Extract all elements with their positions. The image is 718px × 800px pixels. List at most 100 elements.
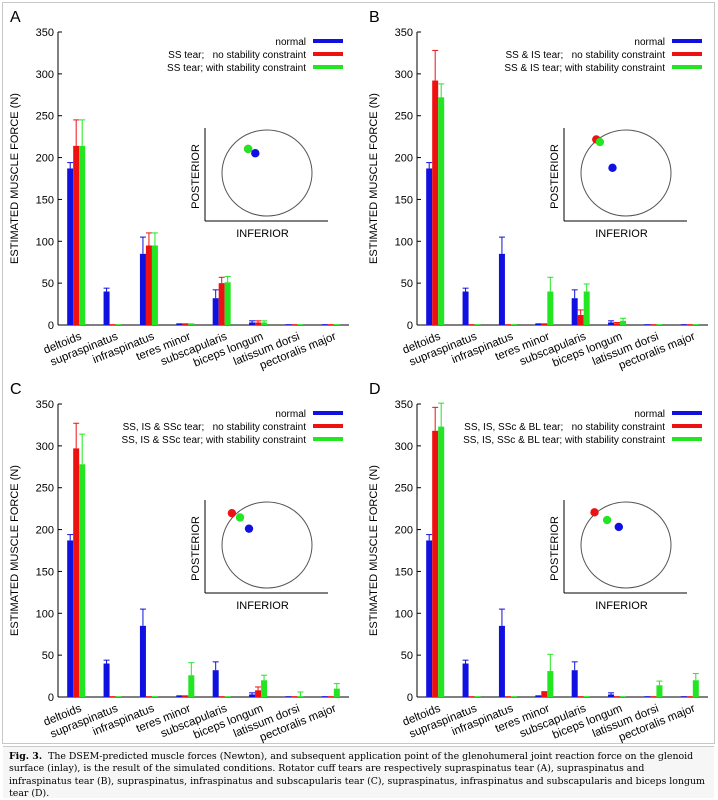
figure-border: [2, 2, 715, 744]
legend-label: normal: [634, 37, 665, 48]
bar-with-constraint: [151, 696, 158, 697]
y-tick-label: 200: [395, 153, 413, 165]
inset-x-label: INFERIOR: [595, 228, 648, 240]
reaction-point-no-constraint: [227, 508, 237, 518]
bar-with-constraint: [79, 464, 86, 697]
bar-with-constraint: [656, 685, 663, 697]
y-axis-label: ESTIMATED MUSCLE FORCE (N): [9, 93, 21, 264]
legend-label: SS, IS, SSc & BL tear; no stability cons…: [464, 422, 665, 433]
legend-label: SS & IS tear; no stability constraint: [505, 50, 665, 61]
bar-with-constraint: [297, 696, 304, 697]
bar-with-constraint: [333, 688, 340, 697]
bar-no-constraint: [291, 696, 298, 697]
bar-with-constraint: [151, 245, 158, 325]
y-tick-label: 150: [36, 566, 54, 578]
bar-no-constraint: [182, 695, 189, 697]
inset-y-label: POSTERIOR: [549, 144, 561, 209]
bar-no-constraint: [73, 448, 80, 697]
glenoid-outline: [580, 129, 672, 217]
legend-swatch: [313, 65, 343, 69]
legend-swatch: [672, 411, 702, 415]
reaction-point-with-constraint: [602, 515, 612, 525]
bar-normal: [285, 696, 292, 697]
bar-normal: [498, 625, 505, 697]
bar-no-constraint: [109, 696, 116, 697]
bar-with-constraint: [224, 282, 231, 325]
bar-with-constraint: [438, 426, 445, 697]
bar-normal: [139, 253, 146, 325]
inset-x-label: INFERIOR: [595, 600, 648, 612]
legend-label: SS, IS & SSc tear; with stability constr…: [121, 435, 306, 446]
bar-no-constraint: [504, 696, 511, 697]
bar-with-constraint: [297, 324, 304, 325]
bar-normal: [644, 324, 651, 325]
y-tick-label: 350: [395, 399, 413, 411]
y-axis-label: ESTIMATED MUSCLE FORCE (N): [368, 93, 380, 264]
figure-caption: Fig. 3. The DSEM-predicted muscle forces…: [3, 746, 714, 799]
bar-normal: [644, 696, 651, 697]
bar-no-constraint: [650, 696, 657, 697]
legend-swatch: [313, 52, 343, 56]
chart-panel-d: D 0 50 100 150 200 250 300 350 ESTIMATED MUSCLE F…: [368, 381, 708, 744]
bar-with-constraint: [79, 145, 86, 325]
bar-with-constraint: [188, 675, 195, 697]
bar-no-constraint: [577, 314, 584, 325]
bar-no-constraint: [255, 322, 262, 325]
inset-y-label: POSTERIOR: [190, 516, 202, 581]
bar-normal: [249, 322, 256, 325]
reaction-point-with-constraint: [595, 137, 605, 147]
bar-with-constraint: [474, 696, 481, 697]
bar-with-constraint: [547, 291, 554, 325]
bar-with-constraint: [188, 323, 195, 325]
bar-no-constraint: [541, 323, 548, 325]
bar-normal: [67, 540, 74, 697]
bar-with-constraint: [115, 696, 122, 697]
bar-with-constraint: [510, 324, 517, 325]
bar-normal: [426, 540, 433, 697]
bar-with-constraint: [692, 680, 699, 697]
bar-with-constraint: [261, 680, 268, 697]
legend-swatch: [313, 39, 343, 43]
caption-label: Fig. 3.: [9, 751, 43, 762]
bar-with-constraint: [656, 324, 663, 325]
bar-with-constraint: [692, 324, 699, 325]
bar-normal: [176, 695, 183, 697]
bar-with-constraint: [510, 696, 517, 697]
y-tick-label: 50: [401, 278, 413, 290]
bar-no-constraint: [614, 696, 621, 697]
bar-normal: [498, 253, 505, 325]
bar-normal: [608, 694, 615, 697]
bar-normal: [535, 695, 542, 697]
bar-normal: [571, 670, 578, 697]
bar-normal: [680, 696, 687, 697]
bar-normal: [103, 663, 110, 697]
bar-normal: [426, 168, 433, 325]
legend-label: normal: [275, 409, 306, 420]
bar-normal: [535, 323, 542, 325]
y-axis-label: ESTIMATED MUSCLE FORCE (N): [368, 465, 380, 636]
y-tick-label: 200: [36, 153, 54, 165]
bar-with-constraint: [583, 696, 590, 697]
bar-no-constraint: [145, 696, 152, 697]
legend-label: SS tear; with stability constraint: [167, 63, 306, 74]
chart-panel-c: C 0 50 100 150 200 250 300 350 ESTIMATED MUSCLE F…: [9, 381, 349, 744]
bar-normal: [176, 323, 183, 325]
bar-no-constraint: [686, 696, 693, 697]
bar-with-constraint: [224, 696, 231, 697]
glenoid-outline: [580, 501, 672, 589]
y-tick-label: 300: [395, 441, 413, 453]
y-tick-label: 0: [407, 692, 413, 704]
y-tick-label: 100: [395, 608, 413, 620]
y-tick-label: 50: [401, 650, 413, 662]
bar-normal: [103, 291, 110, 325]
bar-normal: [462, 291, 469, 325]
bar-no-constraint: [182, 323, 189, 325]
bar-normal: [285, 324, 292, 325]
legend-label: SS, IS, SSc & BL tear; with stability co…: [463, 435, 665, 446]
chart-panel-b: B 0 50 100 150 200 250 300 350 ESTIMATED MUSCLE F…: [368, 9, 708, 372]
inset-x-label: INFERIOR: [236, 228, 289, 240]
panel-letter: B: [369, 9, 380, 26]
bar-no-constraint: [650, 324, 657, 325]
bar-normal: [212, 298, 219, 325]
y-tick-label: 200: [36, 525, 54, 537]
